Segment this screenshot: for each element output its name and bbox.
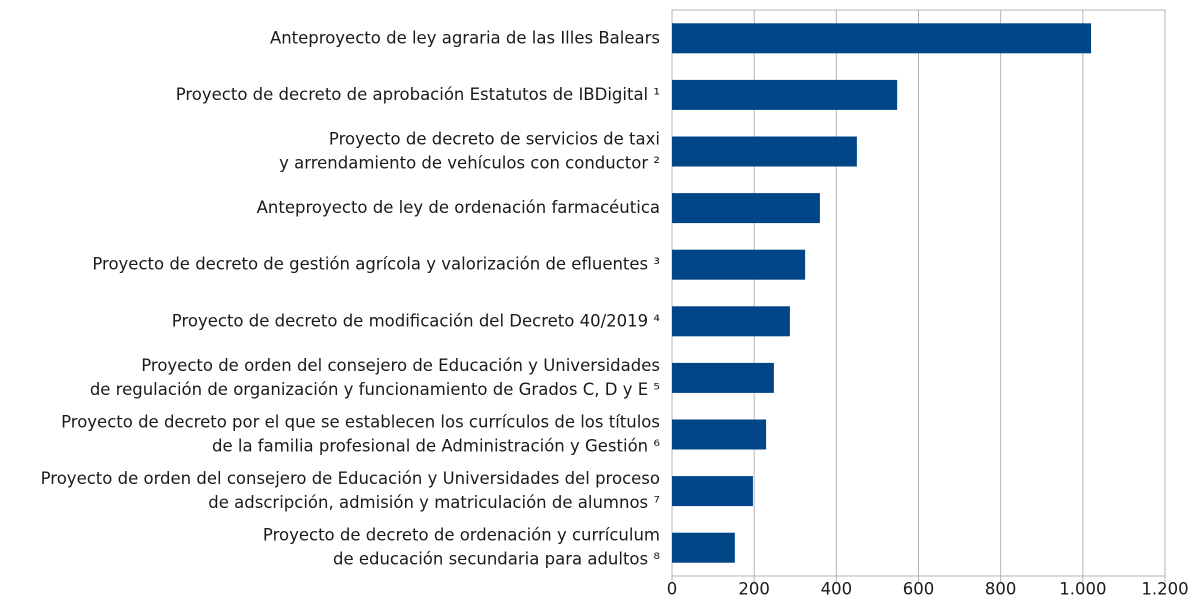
x-tick-label: 200 (738, 580, 770, 596)
y-tick-label: Proyecto de decreto de servicios de taxi… (279, 129, 660, 172)
y-tick-label: Proyecto de decreto por el que se establ… (61, 412, 660, 455)
y-tick-label: Proyecto de decreto de modificación del … (172, 311, 661, 330)
bar (672, 362, 774, 393)
x-tick-label: 1.000 (1059, 580, 1106, 596)
x-tick-label: 400 (821, 580, 853, 596)
x-tick-label: 1.200 (1141, 580, 1188, 596)
bar (672, 249, 806, 280)
y-tick-label: Anteproyecto de ley agraria de las Illes… (270, 28, 660, 47)
x-tick-label: 0 (667, 580, 678, 596)
x-tick-label: 600 (903, 580, 935, 596)
y-tick-label: Proyecto de decreto de ordenación y curr… (263, 525, 660, 568)
bar (672, 23, 1092, 54)
y-tick-label: Proyecto de orden del consejero de Educa… (41, 469, 660, 512)
y-tick-label: Anteproyecto de ley de ordenación farmac… (257, 198, 660, 217)
plot-frame (671, 9, 1166, 577)
bar (672, 476, 753, 507)
y-tick-label: Proyecto de decreto de aprobación Estatu… (176, 84, 660, 103)
bar (672, 136, 857, 167)
x-tick-label: 800 (985, 580, 1017, 596)
bar (672, 419, 767, 450)
bar (672, 193, 820, 224)
y-tick-label: Proyecto de decreto de gestión agrícola … (92, 254, 660, 273)
bar (672, 306, 790, 337)
y-tick-label: Proyecto de orden del consejero de Educa… (90, 355, 660, 398)
bar (672, 532, 735, 563)
bar (672, 79, 898, 110)
